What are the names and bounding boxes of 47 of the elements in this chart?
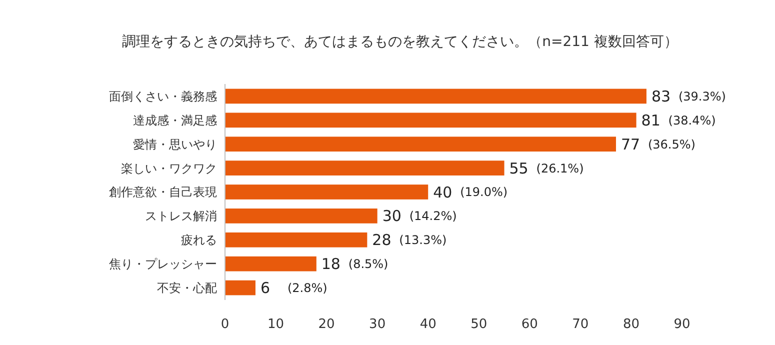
data-label: 81 [641, 111, 660, 130]
x-tick-label: 60 [521, 317, 538, 332]
x-tick-label: 20 [318, 317, 335, 332]
annotation: (13.3%) [399, 233, 447, 248]
bar [225, 232, 368, 248]
data-label: 40 [433, 183, 452, 202]
data-label: 83 [651, 87, 671, 106]
data-label: 6 [260, 279, 270, 298]
annotation: (14.2%) [409, 209, 457, 224]
bar [225, 112, 636, 128]
x-tick-label: 70 [572, 317, 589, 332]
y-tick-label: 疲れる [181, 233, 217, 248]
bar [225, 88, 646, 104]
annotation: (39.3%) [678, 89, 726, 104]
bar [225, 256, 316, 272]
y-tick-label: 創作意欲・自己表現 [109, 185, 217, 200]
y-tick-label: ストレス解消 [145, 209, 217, 224]
bar [225, 136, 616, 152]
annotation: (26.1%) [536, 161, 584, 176]
x-tick-label: 30 [369, 317, 386, 332]
x-tick-label: 10 [268, 317, 284, 332]
y-tick-label: 焦り・プレッシャー [109, 257, 217, 272]
y-tick-label: 楽しい・ワクワク [121, 161, 217, 176]
annotation: (19.0%) [460, 185, 508, 200]
data-label: 77 [620, 135, 640, 154]
y-tick-label: 不安・心配 [157, 280, 217, 295]
annotation: (36.5%) [648, 137, 696, 152]
y-tick-label: 愛情・思いやり [133, 137, 217, 152]
annotation: (2.8%) [287, 280, 328, 295]
annotation: (38.4%) [668, 113, 716, 128]
annotation: (8.5%) [348, 257, 388, 272]
data-label: 28 [372, 231, 392, 250]
x-tick-label: 50 [470, 317, 488, 332]
x-tick-label: 40 [420, 317, 436, 332]
bar [225, 160, 504, 176]
x-tick-label: 80 [622, 317, 640, 332]
bar [225, 208, 378, 224]
bar [225, 184, 428, 200]
bar [225, 280, 256, 296]
data-label: 30 [382, 207, 402, 226]
data-label: 55 [509, 159, 528, 178]
y-tick-label: 達成感・満足感 [133, 113, 217, 128]
chart-title: 調理をするときの気持ちで、あてはまるものを教えてください。（n=211 複数回答可） [122, 34, 678, 50]
x-tick-label: 0 [220, 317, 230, 332]
y-tick-label: 面倒くさい・義務感 [109, 89, 217, 104]
data-label: 18 [321, 255, 340, 274]
x-tick-label: 90 [674, 317, 690, 332]
